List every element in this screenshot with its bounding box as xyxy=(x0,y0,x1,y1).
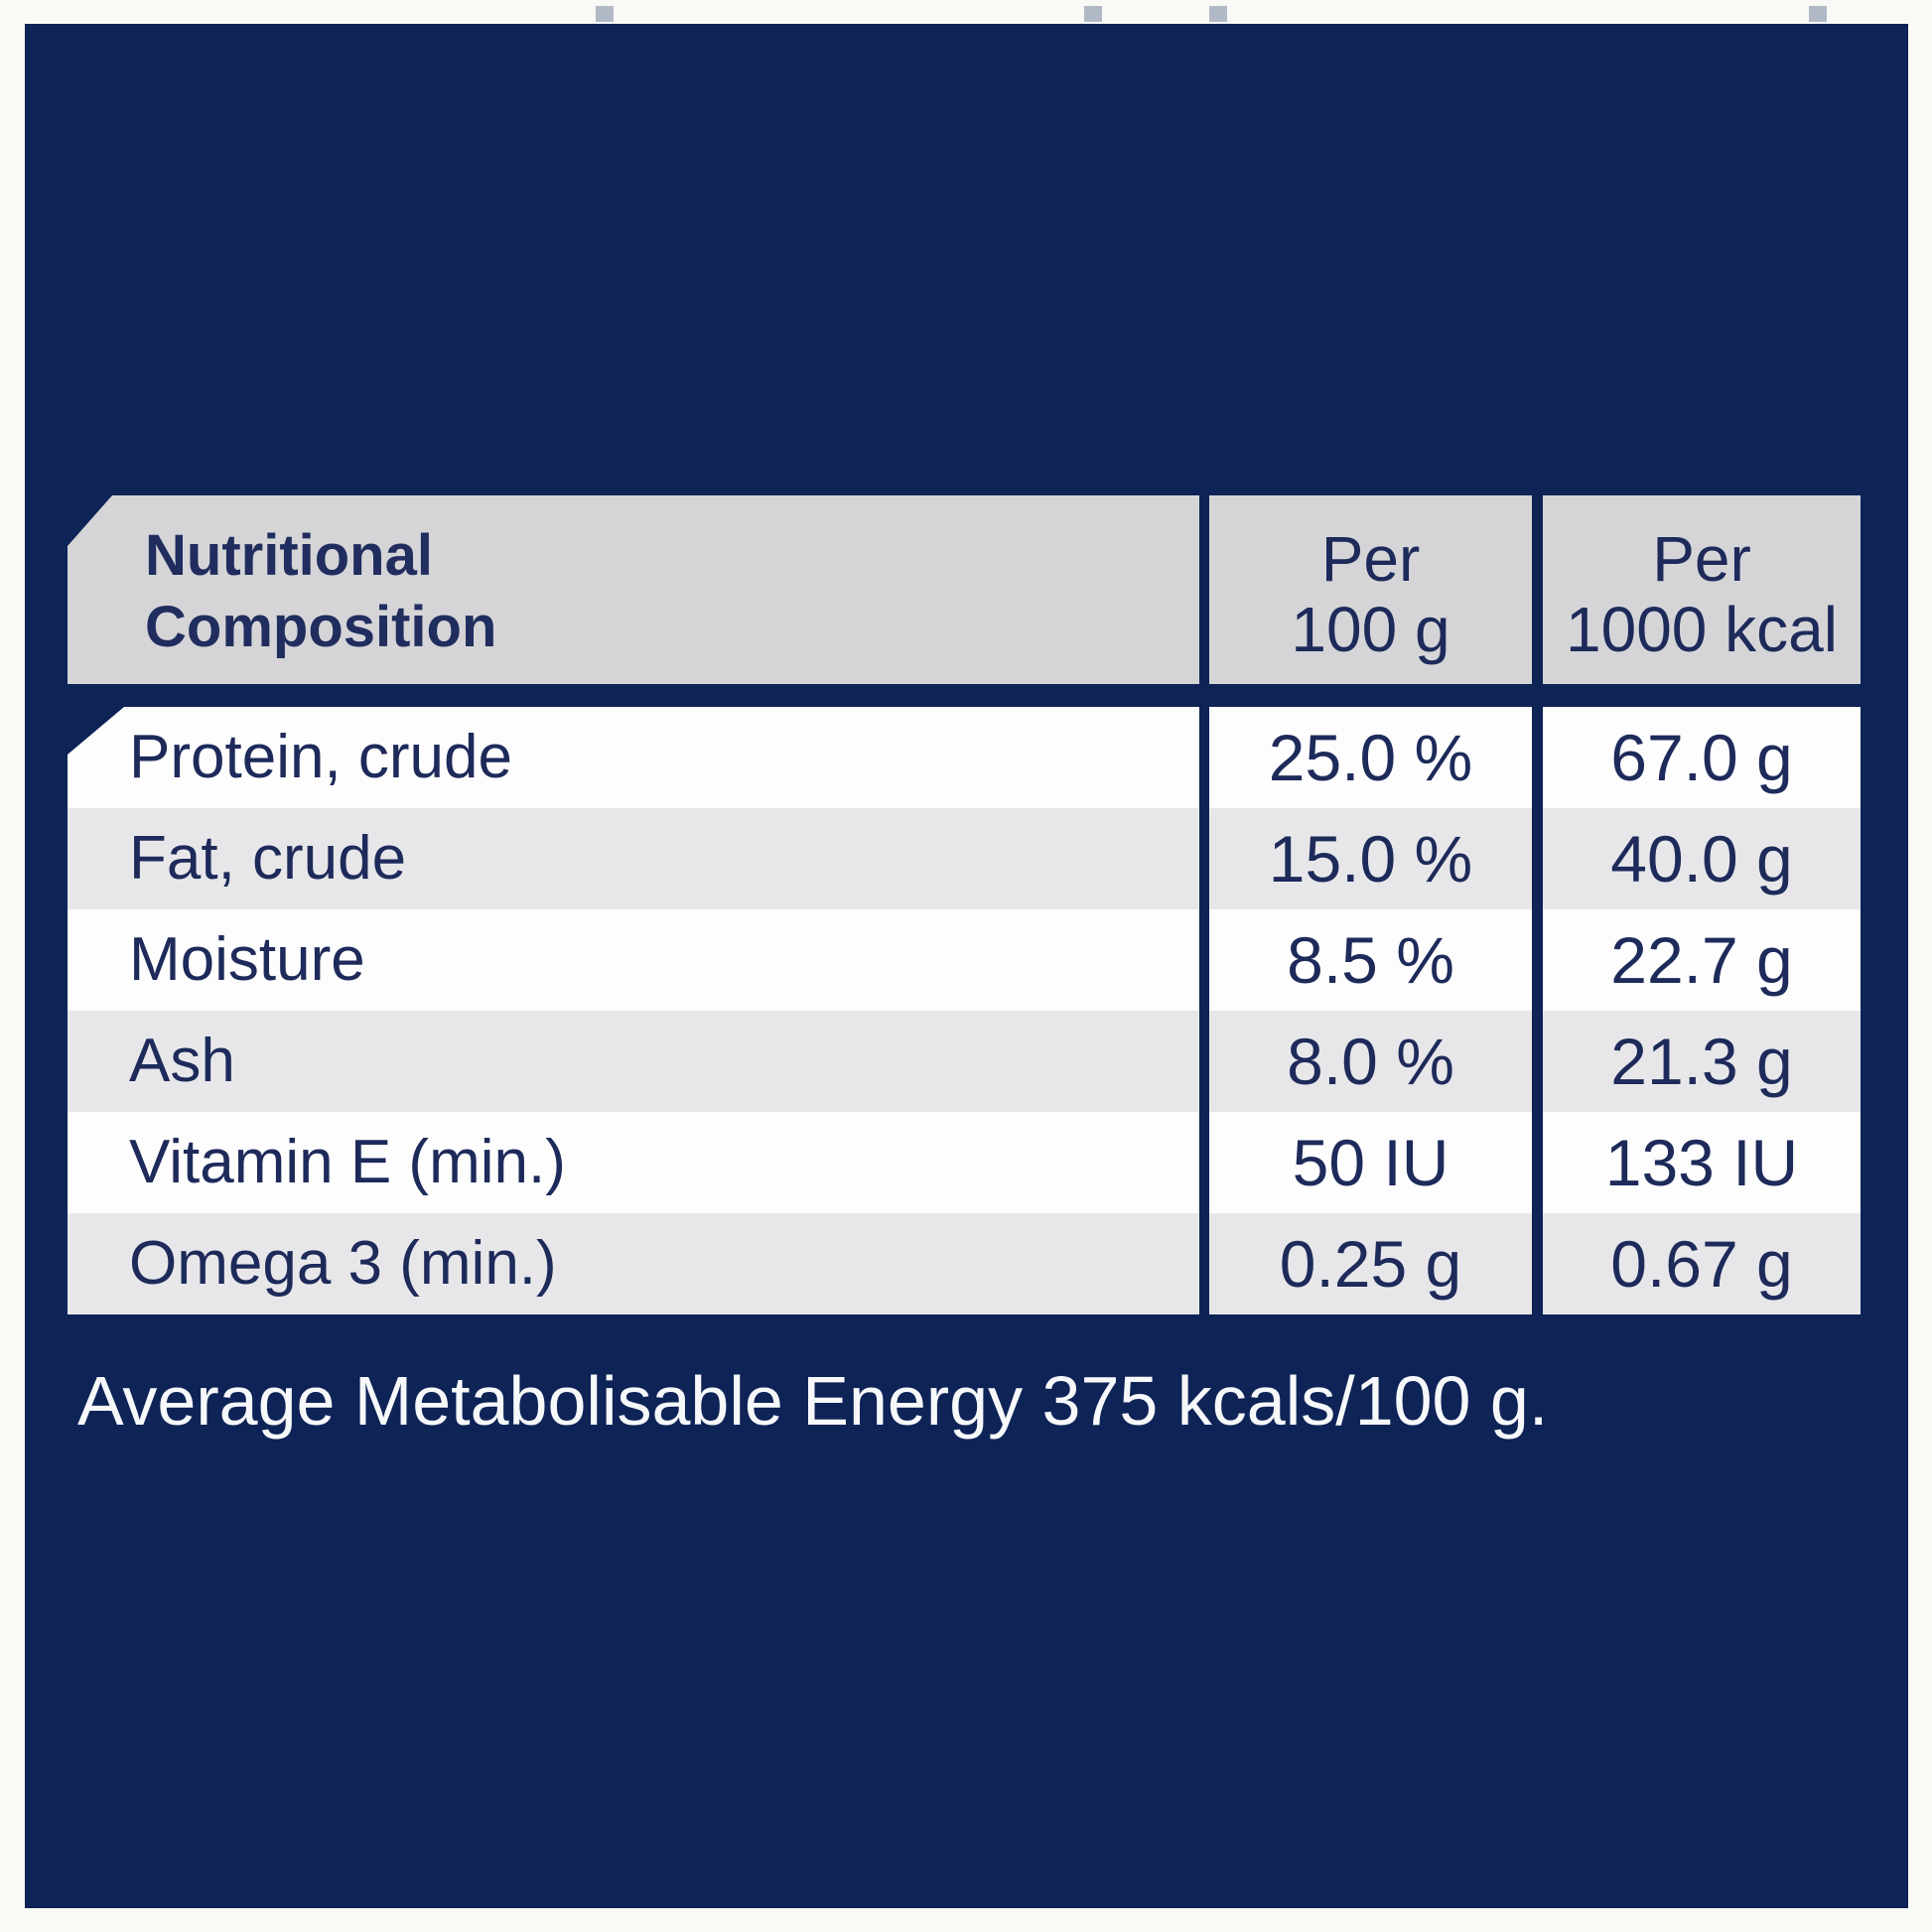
column-header-per-1000kcal: Per 1000 kcal xyxy=(1543,524,1861,665)
row-value-per-1000kcal: 67.0 g xyxy=(1610,721,1793,794)
table-header-band xyxy=(68,495,1861,684)
print-edge-tick xyxy=(1209,6,1227,22)
row-value-per-1000kcal: 0.67 g xyxy=(1610,1227,1793,1301)
energy-note: Average Metabolisable Energy 375 kcals/1… xyxy=(77,1362,1549,1440)
table-row: Fat, crude 15.0 % 40.0 g xyxy=(68,808,1861,909)
table-row: Ash 8.0 % 21.3 g xyxy=(68,1011,1861,1112)
table-title: Nutritional Composition xyxy=(145,520,496,663)
row-value-per-1000kcal: 40.0 g xyxy=(1610,822,1793,896)
row-label: Omega 3 (min.) xyxy=(129,1229,557,1298)
table-row: Protein, crude 25.0 % 67.0 g xyxy=(68,707,1861,808)
column-header-per-1000kcal-line1: Per xyxy=(1652,523,1751,595)
print-edge-tick xyxy=(1809,6,1827,22)
column-divider-2 xyxy=(1532,495,1543,1314)
row-value-per-100g: 8.5 % xyxy=(1287,923,1454,997)
row-value-per-1000kcal: 133 IU xyxy=(1604,1126,1799,1199)
row-value-per-1000kcal: 22.7 g xyxy=(1610,923,1793,997)
row-value-per-100g: 0.25 g xyxy=(1279,1227,1462,1301)
row-label: Fat, crude xyxy=(129,824,407,893)
table-row: Omega 3 (min.) 0.25 g 0.67 g xyxy=(68,1213,1861,1314)
row-value-per-100g: 50 IU xyxy=(1292,1126,1449,1199)
column-header-per-100g-line2: 100 g xyxy=(1291,594,1450,665)
row-value-per-100g: 25.0 % xyxy=(1268,721,1473,794)
print-edge-tick xyxy=(596,6,614,22)
row-value-per-100g: 15.0 % xyxy=(1268,822,1473,896)
column-header-per-100g: Per 100 g xyxy=(1209,524,1532,665)
row-value-per-1000kcal: 21.3 g xyxy=(1610,1025,1793,1098)
table-row: Moisture 8.5 % 22.7 g xyxy=(68,909,1861,1011)
column-divider-1 xyxy=(1199,495,1209,1314)
table-row: Vitamin E (min.) 50 IU 133 IU xyxy=(68,1112,1861,1213)
table-title-line2: Composition xyxy=(145,595,497,659)
row-label: Moisture xyxy=(129,925,365,994)
row-label: Ash xyxy=(129,1027,235,1095)
row-label: Protein, crude xyxy=(129,723,512,791)
table-title-line1: Nutritional xyxy=(145,523,433,588)
column-header-per-1000kcal-line2: 1000 kcal xyxy=(1566,594,1838,665)
print-edge-tick xyxy=(1084,6,1102,22)
row-label: Vitamin E (min.) xyxy=(129,1128,566,1196)
column-header-per-100g-line1: Per xyxy=(1320,523,1421,595)
row-value-per-100g: 8.0 % xyxy=(1287,1025,1454,1098)
